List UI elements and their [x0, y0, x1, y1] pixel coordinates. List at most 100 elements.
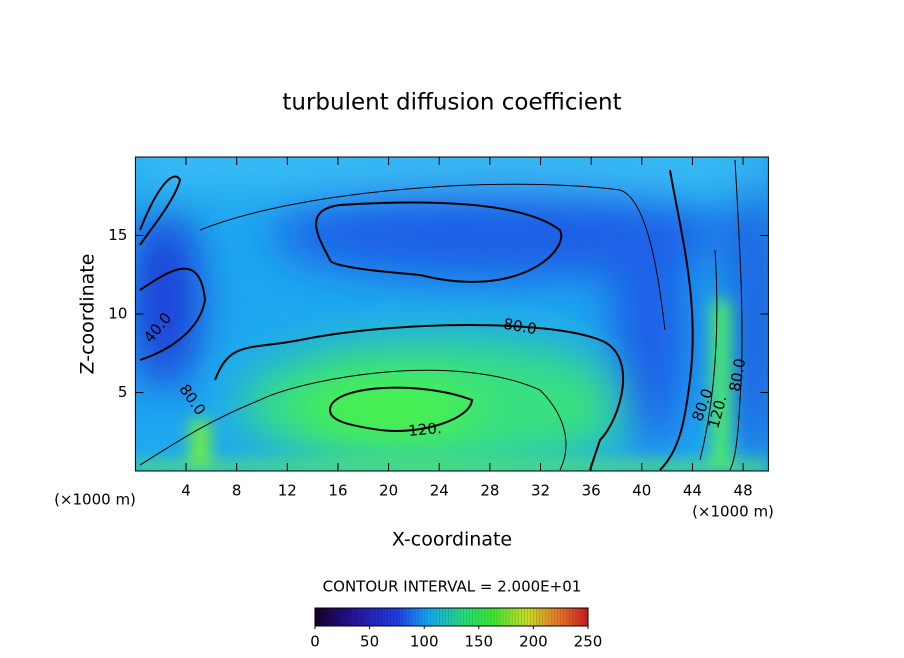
colorbar-cell [524, 608, 528, 626]
colorbar-cell [354, 608, 358, 626]
colorbar-cell [469, 608, 474, 626]
colorbar-cell [484, 608, 489, 626]
x-tick-label: 8 [232, 482, 242, 500]
colorbar-tick-label: 100 [410, 633, 439, 651]
colorbar-cell [342, 608, 346, 626]
colorbar-cell [378, 608, 383, 626]
colorbar-cell [557, 608, 561, 626]
colorbar-cell [506, 608, 510, 626]
colorbar-cell [324, 608, 328, 626]
colorbar-cell [381, 608, 386, 626]
colorbar-cell [472, 608, 477, 626]
colorbar-cell [536, 608, 540, 626]
colorbar-cell [339, 608, 343, 626]
colorbar-tick-label: 200 [519, 633, 548, 651]
x-tick-label: 4 [181, 482, 191, 500]
colorbar-cell [451, 608, 455, 626]
colorbar-cell [548, 608, 552, 626]
colorbar-cell [460, 608, 464, 626]
x-tick-label: 44 [683, 482, 702, 500]
contour-interval: CONTOUR INTERVAL = 2.000E+01 [323, 578, 582, 596]
colorbar-cell [454, 608, 458, 626]
y-tick-label: 15 [108, 226, 127, 244]
colorbar-cell [387, 608, 392, 626]
colorbar-cell [463, 608, 467, 626]
y-unit: (×1000 m) [54, 491, 136, 509]
colorbar-cell [412, 608, 416, 626]
contour-label: 120. [408, 419, 443, 440]
colorbar-cell [348, 608, 352, 626]
colorbar-cell [497, 608, 501, 626]
colorbar-cell [581, 608, 586, 626]
colorbar-cell [554, 608, 558, 626]
x-tick-label: 48 [734, 482, 753, 500]
x-unit: (×1000 m) [692, 503, 774, 521]
colorbar-cell [369, 608, 373, 626]
colorbar-cell [442, 608, 446, 626]
colorbar-tick-label: 0 [310, 633, 320, 651]
colorbar-cell [315, 608, 319, 626]
colorbar-cell [503, 608, 507, 626]
colorbar-cell [509, 608, 513, 626]
x-tick-label: 28 [480, 482, 499, 500]
colorbar-tick-label: 150 [464, 633, 493, 651]
colorbar-cell [493, 608, 498, 626]
colorbar-cell [406, 608, 410, 626]
colorbar-cell [360, 608, 364, 626]
colorbar-cell [415, 608, 419, 626]
colorbar-cell [539, 608, 543, 626]
colorbar-cell [336, 608, 340, 626]
colorbar-cell [478, 608, 483, 626]
colorbar-cell [351, 608, 355, 626]
colorbar-cell [375, 608, 379, 626]
colorbar-cell [551, 608, 555, 626]
colorbar-cell [345, 608, 349, 626]
colorbar-cell [330, 608, 334, 626]
colorbar-cell [372, 608, 376, 626]
colorbar-tick-label: 250 [574, 633, 603, 651]
colorbar-cell [363, 608, 367, 626]
contour-label: 80.0 [502, 315, 538, 339]
colorbar-cell [393, 608, 398, 626]
colorbar-cell [545, 608, 549, 626]
colorbar-cell [366, 608, 370, 626]
colorbar-cell [421, 608, 425, 626]
colorbar-cell [527, 608, 531, 626]
colorbar-cell [321, 608, 325, 626]
colorbar-cell [439, 608, 443, 626]
x-tick-label: 40 [632, 482, 651, 500]
chart-title: turbulent diffusion coefficient [282, 90, 621, 116]
colorbar-cell [357, 608, 361, 626]
colorbar-cell [515, 608, 519, 626]
colorbar-cell [445, 608, 449, 626]
colorbar-cell [530, 608, 534, 626]
colorbar-cell [427, 608, 431, 626]
colorbar-cell [572, 608, 577, 626]
colorbar-cell [390, 608, 395, 626]
colorbar-cell [433, 608, 437, 626]
colorbar-cell [500, 608, 504, 626]
y-tick-label: 10 [108, 305, 127, 323]
contour-lines [139, 159, 743, 471]
colorbar-cell [569, 608, 574, 626]
field [135, 157, 769, 471]
colorbar-cell [327, 608, 331, 626]
x-tick-label: 20 [379, 482, 398, 500]
colorbar-cell [318, 608, 322, 626]
colorbar-cell [384, 608, 389, 626]
colorbar-cell [457, 608, 461, 626]
colorbar-tick-label: 50 [360, 633, 379, 651]
colorbar-cell [418, 608, 422, 626]
colorbar-cell [521, 608, 525, 626]
colorbar-cell [533, 608, 537, 626]
colorbar-cell [584, 608, 589, 626]
colorbar-cell [518, 608, 522, 626]
y-axis-label: Z-coordinate [77, 254, 99, 375]
x-axis-label: X-coordinate [392, 529, 512, 551]
colorbar-cell [542, 608, 546, 626]
colorbar-cell [578, 608, 583, 626]
colorbar-cell [466, 608, 470, 626]
colorbar-cell [487, 608, 492, 626]
colorbar-cell [448, 608, 452, 626]
